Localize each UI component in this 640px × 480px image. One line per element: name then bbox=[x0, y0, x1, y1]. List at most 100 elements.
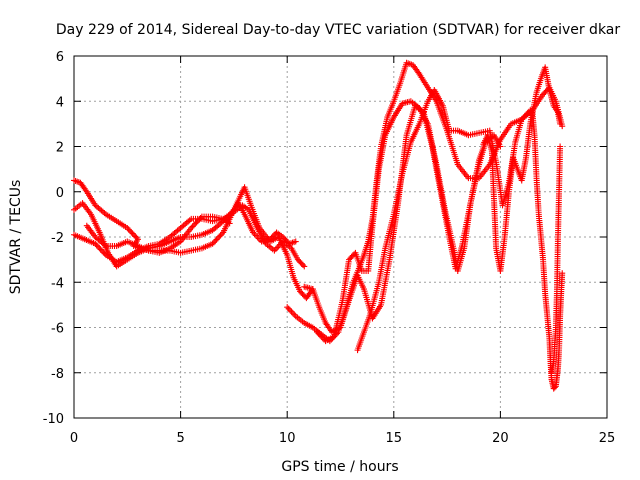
data-point bbox=[212, 237, 219, 244]
data-point bbox=[289, 310, 296, 317]
data-point bbox=[218, 230, 225, 237]
y-tick-label: -8 bbox=[51, 367, 64, 382]
data-point bbox=[285, 305, 292, 312]
series-trace-9 bbox=[480, 64, 564, 274]
data-point bbox=[226, 211, 233, 218]
y-tick-labels: -10 -8 -6 -4 -2 0 2 4 6 bbox=[43, 50, 64, 427]
series-trace-10 bbox=[529, 109, 566, 392]
data-point bbox=[213, 236, 220, 243]
data-point bbox=[216, 233, 223, 240]
data-point bbox=[299, 262, 306, 269]
x-tick-label: 25 bbox=[599, 431, 616, 446]
data-point bbox=[129, 230, 136, 237]
series-trace-6 bbox=[314, 98, 504, 345]
y-tick-label: 2 bbox=[56, 141, 64, 156]
data-point bbox=[193, 219, 200, 226]
data-point bbox=[281, 235, 288, 242]
grid bbox=[74, 56, 607, 418]
data-point bbox=[192, 220, 199, 227]
data-point bbox=[210, 239, 217, 246]
data-marks bbox=[71, 59, 566, 392]
data-point bbox=[269, 233, 276, 240]
data-point bbox=[557, 143, 564, 150]
data-point bbox=[190, 222, 197, 229]
data-point bbox=[298, 260, 305, 267]
data-point bbox=[283, 238, 290, 245]
axis-ticks bbox=[73, 55, 608, 419]
chart-title: Day 229 of 2014, Sidereal Day-to-day VTE… bbox=[56, 22, 621, 38]
data-point bbox=[349, 252, 356, 259]
data-point bbox=[226, 220, 233, 227]
y-tick-label: -6 bbox=[51, 322, 64, 337]
data-point bbox=[97, 246, 104, 253]
y-tick-label: -10 bbox=[43, 412, 64, 427]
data-point bbox=[559, 270, 566, 277]
data-point bbox=[540, 91, 547, 98]
data-point bbox=[132, 233, 139, 240]
x-tick-label: 10 bbox=[279, 431, 296, 446]
data-point bbox=[94, 243, 101, 250]
data-point bbox=[130, 232, 137, 239]
data-point bbox=[92, 240, 99, 247]
data-point bbox=[93, 242, 100, 249]
x-tick-label: 20 bbox=[492, 431, 509, 446]
data-point bbox=[188, 224, 195, 231]
data-point bbox=[224, 213, 231, 220]
data-point bbox=[125, 226, 132, 233]
data-point bbox=[196, 216, 203, 223]
data-point bbox=[551, 384, 558, 391]
data-point bbox=[189, 223, 196, 230]
x-tick-label: 15 bbox=[386, 431, 403, 446]
data-point bbox=[100, 249, 107, 256]
data-point bbox=[348, 253, 355, 260]
data-point bbox=[296, 257, 303, 264]
data-point bbox=[282, 236, 289, 243]
data-point bbox=[124, 224, 131, 231]
data-point bbox=[279, 234, 286, 240]
data-point bbox=[291, 311, 298, 318]
data-point bbox=[346, 256, 353, 263]
data-point bbox=[101, 250, 108, 257]
data-point bbox=[557, 120, 564, 127]
data-point bbox=[98, 247, 105, 254]
data-point bbox=[301, 263, 308, 270]
x-tick-labels: 0 5 10 15 20 25 bbox=[70, 431, 615, 446]
data-point bbox=[209, 240, 216, 247]
data-point bbox=[347, 255, 354, 262]
data-point bbox=[288, 308, 295, 315]
data-point bbox=[270, 232, 277, 239]
data-point bbox=[225, 212, 232, 219]
data-point bbox=[297, 259, 304, 266]
y-tick-label: 6 bbox=[56, 50, 64, 65]
data-point bbox=[541, 90, 548, 97]
data-point bbox=[128, 229, 135, 236]
data-point bbox=[299, 291, 306, 298]
data-point bbox=[497, 143, 504, 150]
data-point bbox=[214, 235, 221, 242]
data-point bbox=[96, 245, 103, 252]
x-tick-label: 0 bbox=[70, 431, 78, 446]
y-tick-label: -2 bbox=[51, 231, 64, 246]
data-point bbox=[268, 234, 275, 241]
data-point bbox=[228, 209, 235, 216]
series-trace-4 bbox=[83, 213, 233, 256]
y-tick-label: 4 bbox=[56, 95, 64, 110]
data-point bbox=[217, 232, 224, 239]
data-point bbox=[272, 246, 279, 253]
data-point bbox=[287, 307, 294, 314]
y-tick-label: 0 bbox=[56, 186, 64, 201]
data-point bbox=[194, 217, 201, 224]
x-axis-label: GPS time / hours bbox=[281, 459, 398, 475]
data-point bbox=[229, 208, 236, 215]
y-axis-label: SDTVAR / TECUs bbox=[8, 180, 24, 295]
series-trace-11 bbox=[548, 143, 564, 376]
data-point bbox=[294, 256, 301, 263]
data-point bbox=[197, 215, 204, 222]
data-point bbox=[296, 288, 303, 295]
data-point bbox=[284, 304, 291, 311]
series-trace-5 bbox=[284, 59, 566, 345]
data-point bbox=[267, 236, 274, 243]
data-point bbox=[292, 238, 299, 245]
x-tick-label: 5 bbox=[176, 431, 184, 446]
